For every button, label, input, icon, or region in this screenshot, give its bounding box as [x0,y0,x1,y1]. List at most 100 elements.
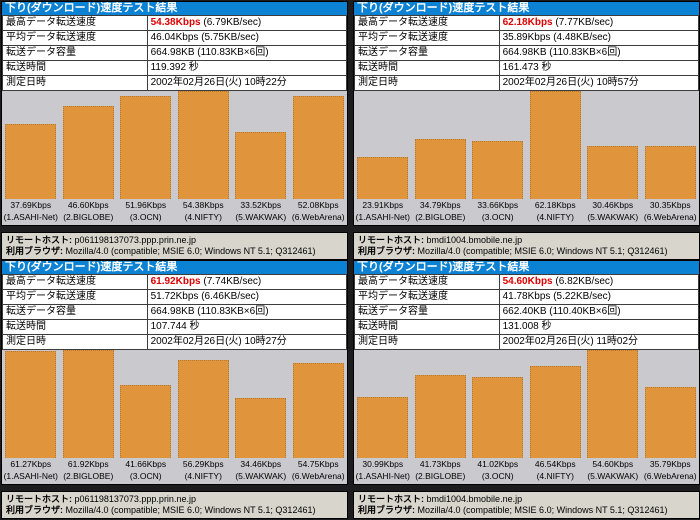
bar-value-label: 30.35Kbps [649,200,691,210]
result-block: 下り(ダウンロード)速度テスト結果 最高データ転送速度 62.18Kbps (7… [353,1,700,226]
chart-bar [5,124,56,199]
bar-label: 30.99Kbps (1.ASAHI-Net) [354,458,412,482]
row-value: 119.392 秒 [146,60,348,76]
row-value-text: 119.392 秒 [150,62,199,73]
remote-host-label: リモートホスト: [6,494,72,504]
bar-label: 51.96Kbps (3.OCN) [117,199,175,223]
panel-title: 下り(ダウンロード)速度テスト結果 [354,2,699,15]
bar-provider-label: (5.WAKWAK) [235,471,287,481]
row-value-text: 41.78Kbps (5.22KB/sec) [502,291,611,302]
result-table: 最高データ転送速度 54.38Kbps (6.79KB/sec) 平均データ転送… [2,15,348,91]
remote-host-value: bmdi1004.bmobile.ne.jp [426,235,523,245]
browser-value: Mozilla/4.0 (compatible; MSIE 6.0; Windo… [65,246,316,256]
row-label: 測定日時 [2,334,148,350]
bar-provider-label: (5.WAKWAK) [235,212,287,222]
row-value: 131.008 秒 [498,319,700,335]
client-info-box: リモートホスト: p061198137073.ppp.prin.ne.jp 利用… [1,491,348,519]
row-label: 転送時間 [354,60,500,76]
bar-provider-label: (4.NIFTY) [536,471,574,481]
row-value: 664.98KB (110.83KB×6回) [146,45,348,61]
table-row: 測定日時 2002年02月26日(火) 11時02分 [354,334,700,350]
row-value-text: 664.98KB (110.83KB×6回) [150,47,269,58]
row-value: 662.40KB (110.40KB×6回) [498,304,700,320]
speed-test-panel: 下り(ダウンロード)速度テスト結果 最高データ転送速度 61.92Kbps (7… [1,260,348,519]
bar-label: 52.08Kbps (6.WebArena) [290,199,348,223]
bar-value-label: 33.52Kbps [240,200,282,210]
browser-label: 利用ブラウザ: [6,505,63,515]
bar-value-label: 56.29Kbps [182,459,224,469]
remote-host-value: bmdi1004.bmobile.ne.jp [426,494,523,504]
bar-chart [354,350,699,458]
result-block: 下り(ダウンロード)速度テスト結果 最高データ転送速度 54.60Kbps (6… [353,260,700,485]
max-speed-highlight: 62.18Kbps [502,17,553,28]
panel-title: 下り(ダウンロード)速度テスト結果 [2,261,347,274]
row-value: 2002年02月26日(火) 10時22分 [146,75,348,91]
bar-label: 34.79Kbps (2.BIGLOBE) [412,199,470,223]
row-value-text: 2002年02月26日(火) 10時22分 [150,77,287,88]
table-row: 平均データ転送速度 41.78Kbps (5.22KB/sec) [354,289,700,305]
bar-provider-label: (2.BIGLOBE) [415,212,466,222]
table-row: 転送データ容量 664.98KB (110.83KB×6回) [354,45,700,61]
remote-host-line: リモートホスト: p061198137073.ppp.prin.ne.jp [6,235,343,246]
bar-provider-label: (3.OCN) [129,471,162,481]
chart-bar [62,106,114,199]
chart-bar [177,91,229,199]
row-value-text: 131.008 秒 [502,321,552,332]
row-label: 平均データ転送速度 [2,289,148,305]
bar-chart-labels: 61.27Kbps (1.ASAHI-Net) 61.92Kbps (2.BIG… [2,458,347,484]
table-row: 転送時間 131.008 秒 [354,319,700,335]
row-label: 最高データ転送速度 [354,274,500,290]
chart-bar [235,132,287,199]
row-value: 51.72Kbps (6.46KB/sec) [146,289,348,305]
bar-label: 41.66Kbps (3.OCN) [117,458,175,482]
row-value: 61.92Kbps (7.74KB/sec) [146,274,348,290]
bar-value-label: 51.96Kbps [125,200,167,210]
row-value: 46.04Kbps (5.75KB/sec) [146,30,348,46]
bar-value-label: 41.02Kbps [477,459,519,469]
bar-provider-label: (6.WebArena) [643,212,697,222]
row-label: 最高データ転送速度 [2,274,148,290]
bar-provider-label: (3.OCN) [481,212,514,222]
row-value-text: 662.40KB (110.40KB×6回) [502,306,621,317]
bar-value-label: 54.60Kbps [592,459,634,469]
bar-label: 30.46Kbps (5.WAKWAK) [584,199,642,223]
bar-label: 54.60Kbps (5.WAKWAK) [584,458,642,482]
bar-value-label: 52.08Kbps [297,200,339,210]
row-label: 最高データ転送速度 [2,15,148,31]
bar-label: 46.60Kbps (2.BIGLOBE) [60,199,118,223]
bar-value-label: 34.79Kbps [419,200,461,210]
row-value-text: 107.744 秒 [150,321,200,332]
bar-label: 35.79Kbps (6.WebArena) [642,458,700,482]
row-label: 平均データ転送速度 [2,30,148,46]
bar-label: 33.52Kbps (5.WAKWAK) [232,199,290,223]
table-row: 測定日時 2002年02月26日(火) 10時27分 [2,334,348,350]
bar-value-label: 54.75Kbps [297,459,339,469]
row-value-text: 2002年02月26日(火) 11時02分 [502,336,639,347]
row-label: 転送データ容量 [2,45,148,61]
row-label: 転送データ容量 [2,304,148,320]
row-label: 測定日時 [354,334,500,350]
remote-host-line: リモートホスト: p061198137073.ppp.prin.ne.jp [6,494,343,505]
bar-provider-label: (6.WebArena) [291,212,345,222]
browser-line: 利用ブラウザ: Mozilla/4.0 (compatible; MSIE 6.… [358,505,695,516]
row-value: 41.78Kbps (5.22KB/sec) [498,289,700,305]
row-value: 62.18Kbps (7.77KB/sec) [498,15,700,31]
bar-label: 37.69Kbps (1.ASAHI-Net) [2,199,60,223]
bar-provider-label: (1.ASAHI-Net) [3,471,58,481]
bar-provider-label: (3.OCN) [481,471,514,481]
bar-value-label: 41.66Kbps [125,459,167,469]
chart-bar [414,375,466,458]
row-label: 平均データ転送速度 [354,30,500,46]
bar-chart [2,350,347,458]
bar-chart [354,91,699,199]
bar-label: 33.66Kbps (3.OCN) [469,199,527,223]
table-row: 転送データ容量 664.98KB (110.83KB×6回) [2,304,348,320]
bar-provider-label: (4.NIFTY) [184,471,222,481]
row-value: 54.38Kbps (6.79KB/sec) [146,15,348,31]
row-value-text: 2002年02月26日(火) 10時57分 [502,77,639,88]
bar-value-label: 46.54Kbps [534,459,576,469]
bar-provider-label: (5.WAKWAK) [587,212,639,222]
bar-provider-label: (4.NIFTY) [184,212,222,222]
row-label: 転送時間 [354,319,500,335]
